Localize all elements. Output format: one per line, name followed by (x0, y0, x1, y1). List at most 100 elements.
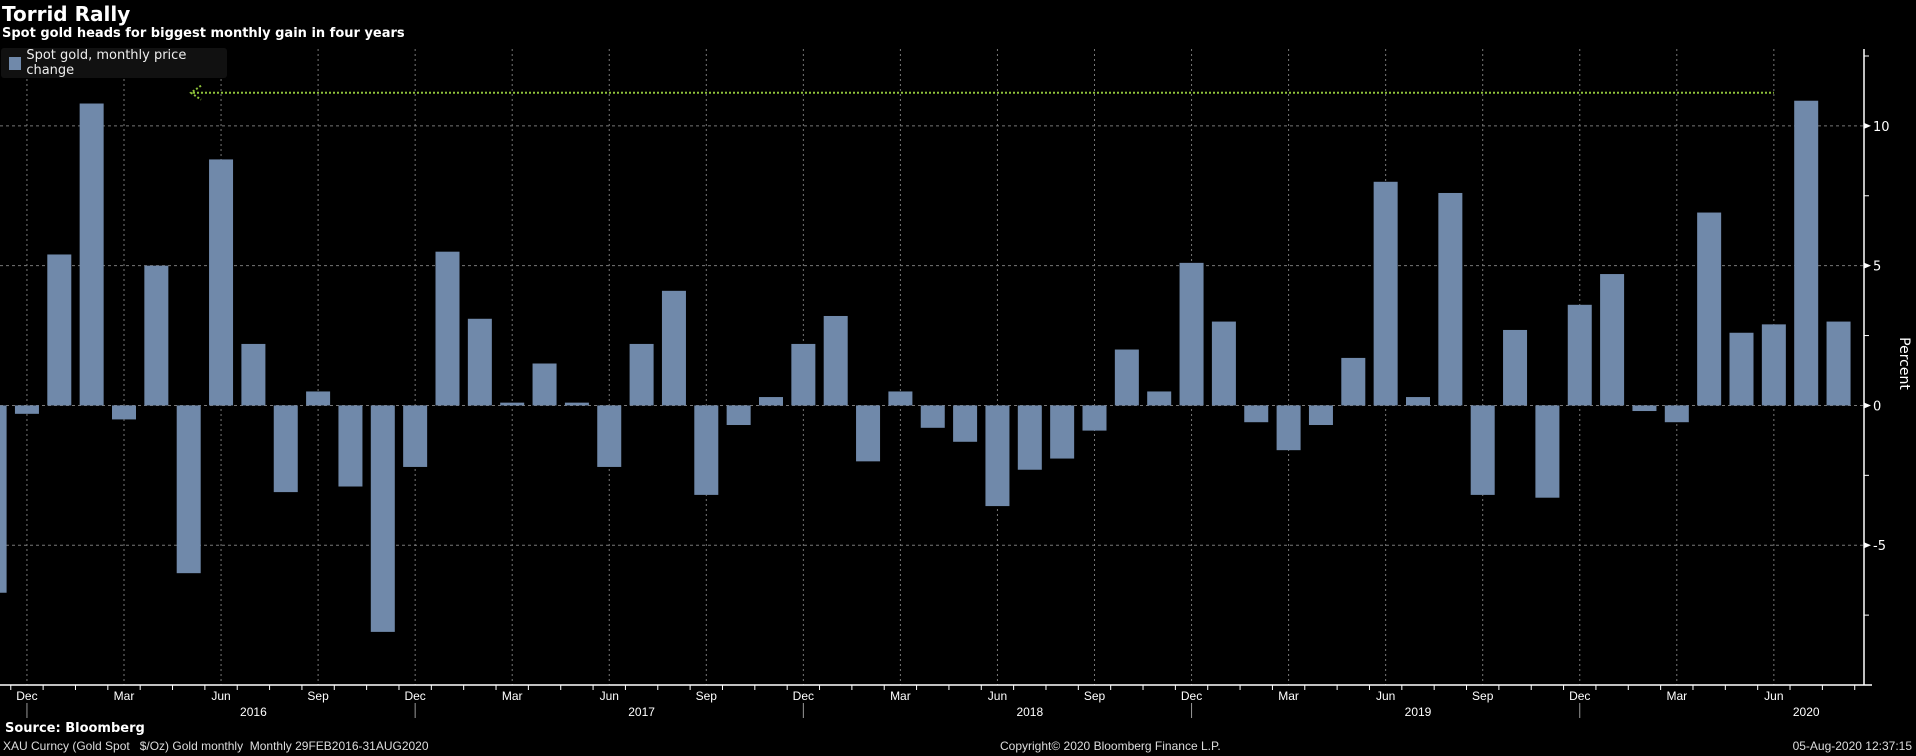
bar (338, 405, 363, 487)
bar (985, 405, 1010, 507)
bar (1373, 181, 1398, 406)
y-tick-label: 10 (1873, 120, 1890, 135)
x-tick-label: Sep (1472, 689, 1494, 703)
x-tick-label: Jun (1764, 689, 1783, 703)
bar (597, 405, 622, 467)
bar (823, 315, 848, 406)
source-note: Source: Bloomberg (5, 721, 145, 736)
bar (306, 391, 331, 406)
x-tick-label: Mar (502, 689, 523, 703)
x-tick-label: Mar (1278, 689, 1299, 703)
bar (370, 405, 395, 632)
bar (953, 405, 978, 442)
bar (694, 405, 719, 495)
x-tick-label: Jun (211, 689, 230, 703)
bar (112, 405, 136, 420)
bar (500, 402, 525, 406)
bar (920, 405, 945, 428)
bar (0, 405, 7, 593)
y-tick-label: -5 (1873, 539, 1886, 554)
bar (856, 405, 881, 462)
year-label: 2019 (1405, 705, 1432, 719)
bar (209, 159, 234, 406)
legend-label: Spot gold, monthly price change (26, 48, 187, 78)
bar (144, 265, 169, 406)
x-tick-label: Sep (1084, 689, 1106, 703)
arrow-head-icon (189, 84, 202, 101)
bar (629, 343, 654, 406)
y-tick-label: 5 (1873, 260, 1881, 275)
bar (1114, 349, 1139, 406)
bar (1147, 391, 1172, 406)
chart-title: Torrid Rally (2, 2, 131, 26)
copyright: Copyright© 2020 Bloomberg Finance L.P. (1000, 739, 1221, 753)
bar (176, 405, 201, 574)
y-tick-marker (1864, 122, 1871, 129)
legend-swatch (9, 56, 22, 70)
ticker-info: XAU Curncy (Gold Spot $/Oz) Gold monthly… (3, 739, 429, 753)
bar (1017, 405, 1042, 470)
bar (888, 391, 913, 406)
bar (1470, 405, 1495, 495)
bar (1050, 405, 1075, 459)
x-tick-label: Sep (307, 689, 329, 703)
bar (1567, 304, 1592, 406)
x-tick-label: Jun (1376, 689, 1395, 703)
bar (79, 103, 104, 406)
bar (1308, 405, 1333, 426)
bar (1535, 405, 1560, 498)
bar (403, 405, 428, 467)
year-label: 2018 (1016, 705, 1043, 719)
x-tick-label: Dec (16, 689, 37, 703)
x-tick-label: Sep (696, 689, 718, 703)
x-tick-label: Dec (793, 689, 814, 703)
bar (1341, 357, 1366, 406)
bar (1438, 192, 1463, 406)
bar (1664, 405, 1689, 423)
x-tick-label: Mar (1666, 689, 1687, 703)
bar (726, 405, 751, 426)
bar (1600, 274, 1625, 406)
x-tick-label: Mar (890, 689, 911, 703)
bar (241, 343, 266, 406)
bar (1826, 321, 1851, 406)
bar (1794, 100, 1819, 406)
bar (435, 251, 460, 406)
year-label: 2017 (628, 705, 655, 719)
y-axis-label: Percent (1896, 337, 1912, 390)
x-tick-label: Dec (1181, 689, 1202, 703)
timestamp: 05-Aug-2020 12:37:15 (1792, 739, 1912, 753)
year-label: 2020 (1793, 705, 1820, 719)
x-tick-label: Dec (1569, 689, 1590, 703)
bar (759, 397, 783, 406)
bar (1211, 321, 1236, 406)
bar (1244, 405, 1269, 423)
x-tick-label: Mar (114, 689, 135, 703)
bar (1697, 212, 1722, 406)
bar (273, 405, 298, 493)
bar (1179, 262, 1204, 406)
bar (14, 405, 39, 414)
x-tick-label: Dec (404, 689, 425, 703)
bar (47, 254, 72, 406)
y-tick-label: 0 (1873, 399, 1881, 414)
y-tick-marker (1864, 542, 1871, 549)
bar (661, 290, 686, 406)
y-tick-marker (1864, 262, 1871, 269)
bar (467, 318, 492, 406)
y-tick-marker (1864, 402, 1871, 409)
chart-subtitle: Spot gold heads for biggest monthly gain… (2, 26, 405, 41)
bar (1729, 332, 1754, 406)
bar (1082, 405, 1107, 431)
bar (564, 402, 589, 406)
bar (1406, 397, 1430, 406)
x-tick-label: Jun (600, 689, 619, 703)
year-label: 2016 (240, 705, 267, 719)
bar (1503, 329, 1528, 406)
bar (532, 363, 557, 406)
bar (1632, 405, 1657, 412)
bar (1761, 324, 1786, 406)
x-tick-label: Jun (988, 689, 1007, 703)
bar (791, 343, 816, 406)
